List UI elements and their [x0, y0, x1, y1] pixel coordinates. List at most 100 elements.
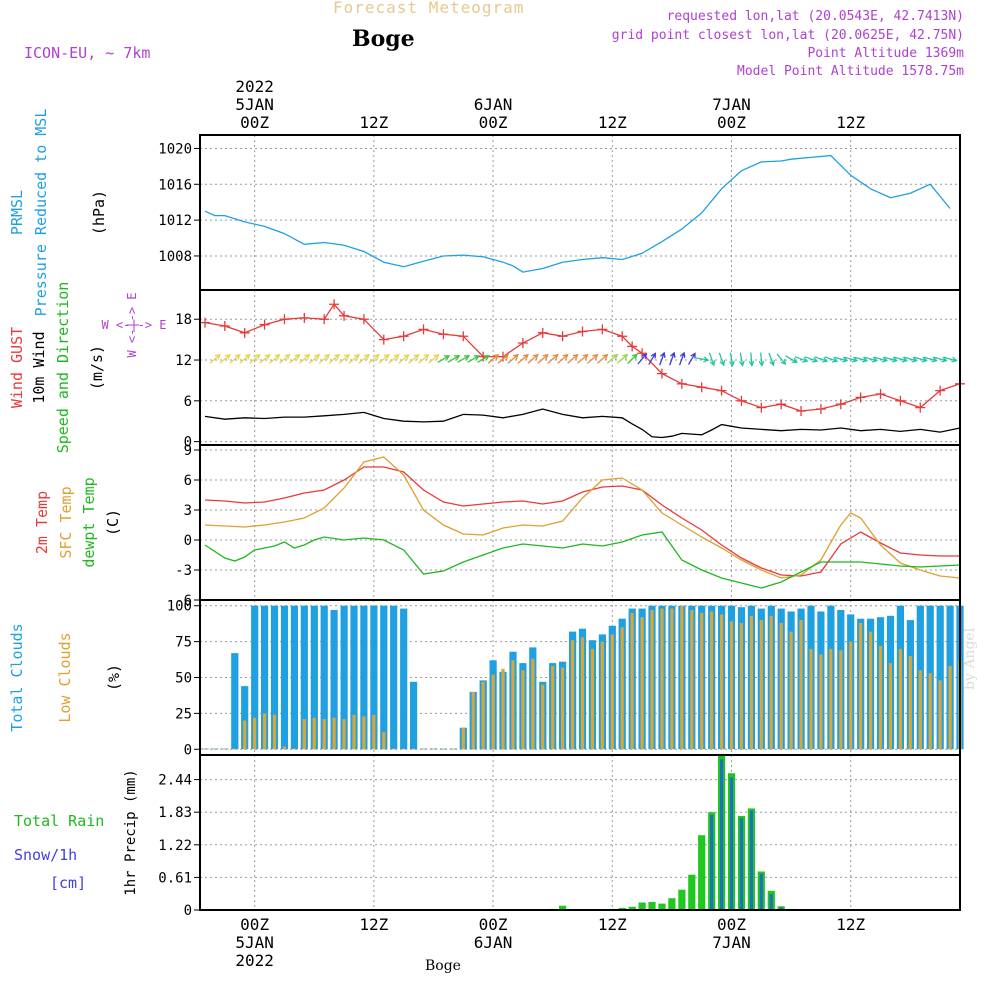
bottom-time-label: 12Z — [598, 915, 627, 934]
gust-marker — [219, 321, 230, 332]
clouds-axis-title: Total Clouds — [8, 623, 26, 731]
wind-direction-arrow — [687, 352, 696, 365]
bottom-time-label: 00Z — [240, 915, 269, 934]
bottom-time-label: 5JAN — [235, 933, 274, 952]
total-clouds-bar — [936, 605, 944, 750]
wind-direction-arrow — [874, 356, 889, 363]
footer-location: Boge — [425, 958, 461, 974]
gust-marker — [895, 395, 906, 406]
gust-marker — [656, 368, 667, 379]
wind-direction-arrow — [659, 351, 666, 366]
wind-direction-arrow — [758, 352, 765, 367]
wind-direction-arrow — [457, 355, 471, 363]
precip-axis-title: 1hr Precip (mm) — [123, 769, 139, 895]
gust-marker — [617, 331, 628, 342]
total-clouds-bar — [270, 605, 279, 750]
wind-direction-arrow — [477, 355, 490, 363]
low-clouds-bar — [511, 660, 515, 750]
low-clouds-bar — [352, 714, 356, 750]
wind-direction-arrow — [648, 352, 656, 365]
gust-marker — [627, 341, 638, 352]
wind-direction-arrow — [398, 353, 410, 364]
temperature-axis-title: dewpt Temp — [80, 477, 98, 567]
low-clouds-bar — [799, 620, 803, 750]
wind-direction-arrow — [527, 353, 539, 364]
bottom-time-label: 00Z — [717, 915, 746, 934]
dewpt-temp-line — [204, 531, 961, 589]
top-time-label: 00Z — [240, 113, 269, 132]
top-time-label: 2022 — [235, 77, 274, 96]
wind-direction-arrow — [669, 351, 676, 366]
gust-marker — [358, 314, 369, 325]
wind-direction-arrow — [586, 353, 599, 364]
low-clouds-bar — [461, 727, 465, 750]
wind-direction-arrow — [834, 356, 849, 363]
wind-direction-arrow — [923, 356, 938, 363]
wind-direction-arrow — [864, 356, 879, 363]
total-rain-bar — [688, 874, 696, 910]
low-clouds-bar — [580, 637, 585, 750]
y-tick-label: 1016 — [158, 177, 192, 193]
low-clouds-bar — [938, 680, 942, 750]
total-rain-bar — [628, 906, 636, 910]
wind-direction-arrow — [209, 353, 221, 364]
2m-temp-line — [204, 466, 960, 577]
low-clouds-bar — [670, 608, 674, 750]
wind-direction-arrow — [637, 352, 648, 365]
gust-marker — [676, 378, 687, 389]
total-clouds-bar — [380, 605, 388, 750]
y-tick-label: 1.83 — [158, 805, 192, 821]
low-clouds-bar — [720, 614, 724, 750]
gust-marker — [736, 395, 747, 406]
gust-marker — [796, 406, 807, 417]
low-clouds-bar — [292, 748, 296, 750]
total-clouds-bar — [261, 605, 269, 750]
temperature-frame — [199, 444, 961, 601]
low-clouds-bar — [610, 634, 614, 750]
gust-marker — [935, 385, 946, 396]
low-clouds-bar — [213, 748, 217, 750]
low-clouds-bar — [839, 650, 843, 750]
low-clouds-bar — [779, 623, 783, 750]
total-rain-bar — [668, 898, 676, 910]
wind-direction-arrow — [467, 355, 480, 363]
wind-direction-arrow — [249, 353, 261, 364]
bottom-time-label: 12Z — [836, 915, 865, 934]
wind-direction-arrow — [577, 353, 589, 364]
low-clouds-bar — [849, 641, 853, 750]
wind-direction-arrow — [804, 356, 819, 363]
compass-we: W <-|-> E — [101, 318, 166, 332]
wind-axis-title: Wind GUST — [8, 327, 26, 408]
gust-marker — [319, 314, 330, 325]
temperature-axis-title: 2m Temp — [33, 491, 51, 554]
y-tick-label: 6 — [184, 394, 192, 410]
wind-direction-arrow — [259, 353, 271, 364]
snow-1h-bar — [769, 894, 773, 910]
wind-direction-arrow — [408, 353, 420, 364]
wind-direction-arrow — [933, 356, 948, 363]
gust-marker — [458, 331, 469, 342]
pressure-axis-title: Pressure Reduced to MSL — [32, 109, 50, 317]
gust-marker — [239, 327, 250, 338]
low-clouds-bar — [392, 748, 396, 750]
wind-direction-arrow — [854, 356, 869, 363]
bottom-time-label: 2022 — [235, 951, 274, 970]
gust-marker — [199, 317, 210, 328]
low-clouds-bar — [660, 608, 664, 750]
top-time-label: 6JAN — [474, 95, 513, 114]
temperature-panel: -6 -3 0 3 6 9 2m Temp SFC Temp dewpt Temp (C) — [33, 443, 961, 609]
wind-direction-arrow — [437, 355, 451, 363]
total-rain-bar — [658, 903, 666, 910]
y-tick-label: 18 — [175, 312, 192, 328]
low-clouds-bar — [431, 748, 436, 750]
wind-direction-arrow — [903, 356, 918, 363]
gust-marker — [637, 348, 648, 359]
wind-direction-arrow — [497, 353, 510, 364]
total-rain-bar — [618, 907, 626, 910]
low-clouds-bar — [521, 670, 525, 750]
y-tick-label: 1008 — [158, 249, 192, 265]
low-clouds-bar — [541, 684, 545, 750]
wind-direction-arrow — [718, 352, 726, 367]
bottom-time-label: 7JAN — [712, 933, 751, 952]
